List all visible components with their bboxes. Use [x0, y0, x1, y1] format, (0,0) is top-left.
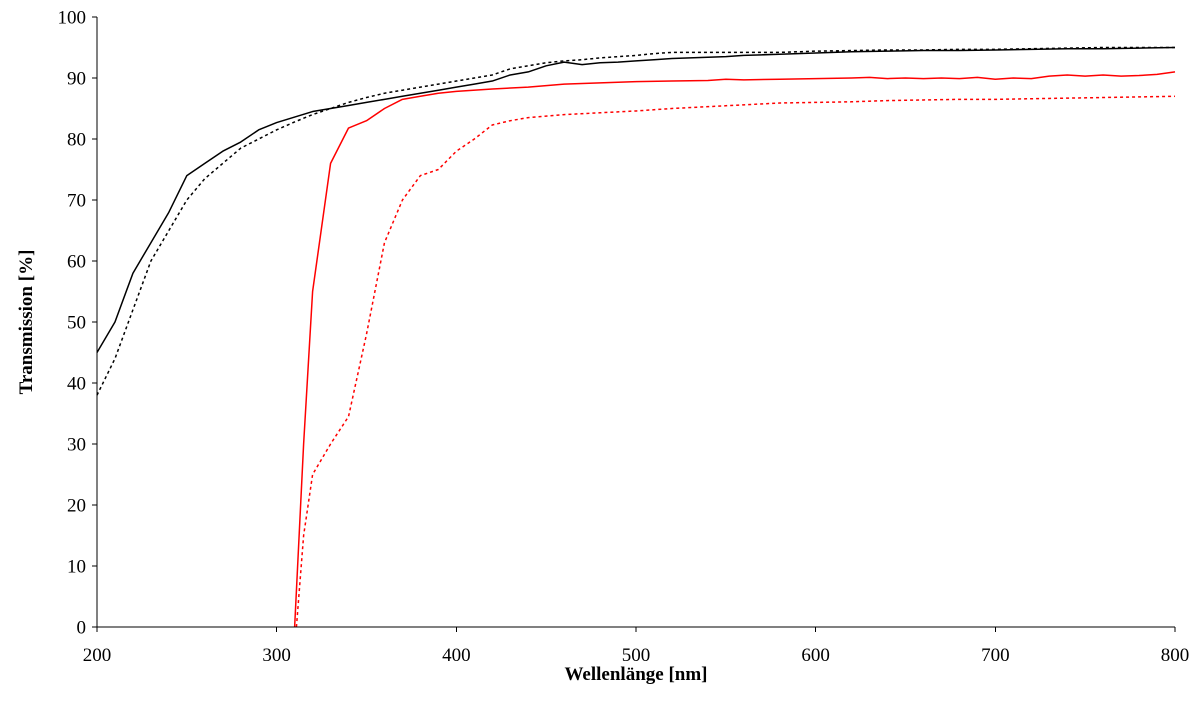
- x-tick-label: 700: [981, 645, 1010, 666]
- y-tick-label: 30: [67, 435, 86, 456]
- y-tick-label: 50: [67, 313, 86, 334]
- y-tick-label: 60: [67, 252, 86, 273]
- x-tick-label: 800: [1161, 645, 1190, 666]
- series-line-3: [293, 71, 1176, 628]
- y-tick-label: 80: [67, 130, 86, 151]
- y-tick-label: 0: [77, 618, 87, 639]
- series-line-4: [295, 95, 1176, 628]
- series-group: [96, 46, 1176, 628]
- x-tick-label: 300: [262, 645, 291, 666]
- y-tick-label: 10: [67, 557, 86, 578]
- x-ticks: 200 300 400 500 600 700 800: [83, 627, 1190, 666]
- x-tick-label: 600: [801, 645, 830, 666]
- x-tick-label: 400: [442, 645, 471, 666]
- y-tick-label: 100: [58, 8, 87, 29]
- y-tick-label: 90: [67, 69, 86, 90]
- y-tick-label: 20: [67, 496, 86, 517]
- series-line-1: [96, 46, 1176, 353]
- x-tick-label: 200: [83, 645, 112, 666]
- y-ticks: 0 10 20 30 40 50 60 70 80 90 100: [58, 8, 97, 639]
- y-tick-label: 70: [67, 191, 86, 212]
- axes: [96, 17, 1175, 628]
- y-axis-title: Transmission [%]: [16, 250, 37, 395]
- series-line-2: [96, 46, 1175, 396]
- y-tick-label: 40: [67, 374, 86, 395]
- x-axis-title: Wellenlänge [nm]: [564, 664, 707, 685]
- x-tick-label: 500: [622, 645, 651, 666]
